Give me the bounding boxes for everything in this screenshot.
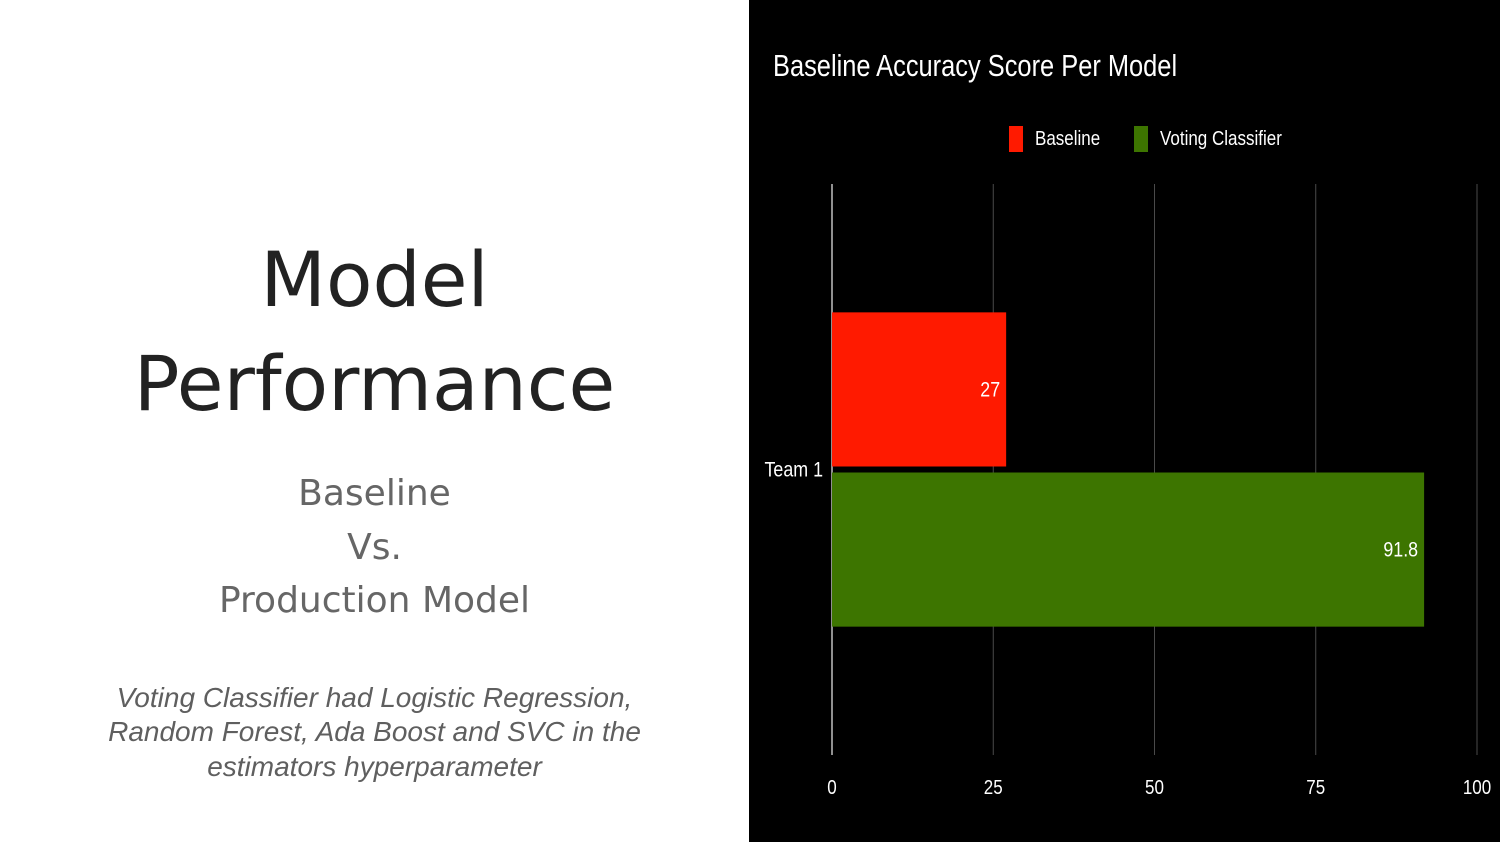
bar-voting-classifier bbox=[832, 472, 1425, 627]
data-label-voting-classifier: 91.8 bbox=[1383, 538, 1418, 562]
slide-title-line-2: Performance bbox=[133, 339, 616, 428]
subtitle-line-2: Vs. bbox=[347, 527, 402, 568]
bar-chart-svg: 0 25 50 75 100 Team 1 27 91.8 bbox=[765, 184, 1491, 799]
subtitle-line-3: Production Model bbox=[218, 580, 531, 621]
legend-label-voting-classifier: Voting Classifier bbox=[1159, 127, 1282, 150]
chart-legend: Baseline Voting Classifier bbox=[1009, 126, 1325, 152]
y-category-label: Team 1 bbox=[765, 458, 823, 482]
x-tick-label: 0 bbox=[827, 776, 836, 799]
slide-title-line-1: Model bbox=[260, 235, 489, 324]
slide-text-panel: Model Performance Baseline Vs. Productio… bbox=[0, 0, 749, 842]
note-line-1: Voting Classifier had Logistic Regressio… bbox=[116, 682, 633, 713]
x-tick-label: 75 bbox=[1306, 776, 1325, 799]
legend-item-baseline: Baseline bbox=[1009, 126, 1112, 152]
x-tick-label: 50 bbox=[1145, 776, 1164, 799]
note-line-3: estimators hyperparameter bbox=[207, 751, 542, 782]
chart-panel: Baseline Accuracy Score Per Model Baseli… bbox=[749, 0, 1500, 842]
legend-swatch-baseline bbox=[1009, 126, 1023, 152]
subtitle-line-1: Baseline bbox=[298, 473, 451, 514]
bar-baseline bbox=[832, 312, 1007, 467]
data-label-baseline: 27 bbox=[980, 378, 1000, 402]
legend-label-baseline: Baseline bbox=[1035, 127, 1101, 150]
x-tick-label: 25 bbox=[984, 776, 1003, 799]
legend-swatch-voting-classifier bbox=[1133, 126, 1148, 152]
note-line-2: Random Forest, Ada Boost and SVC in the bbox=[108, 716, 641, 747]
legend-item-voting-classifier: Voting Classifier bbox=[1133, 126, 1303, 152]
chart-title: Baseline Accuracy Score Per Model bbox=[773, 48, 1178, 83]
x-tick-label: 100 bbox=[1463, 776, 1491, 799]
